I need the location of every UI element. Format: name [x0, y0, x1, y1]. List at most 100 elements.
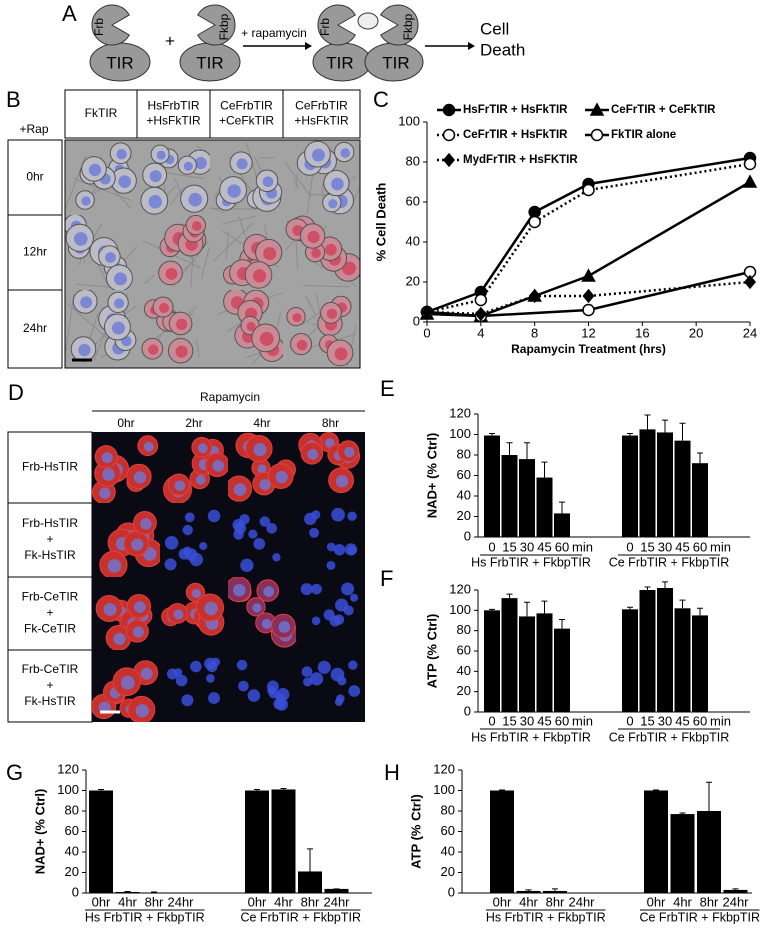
nucleus [191, 221, 202, 231]
nucleus [113, 272, 127, 286]
error-bar [662, 419, 668, 433]
micrograph [228, 432, 296, 503]
arrow-head [468, 42, 475, 50]
nucleus [236, 158, 248, 170]
nucleus [259, 331, 274, 346]
error-bar [644, 586, 651, 590]
row-label: Frb-HsTIR [22, 516, 78, 530]
bar [519, 459, 535, 537]
arrow-label: + rapamycin [241, 26, 307, 40]
micrograph-content [160, 432, 228, 503]
nucleus [344, 446, 355, 458]
nucleus [253, 443, 267, 457]
nucleus [105, 252, 116, 263]
texture [222, 215, 256, 225]
nucleus [307, 230, 320, 244]
y-tick-label: 80 [457, 622, 471, 637]
y-axis-label: NAD+ (% Ctrl) [32, 789, 47, 875]
nucleus [343, 605, 354, 616]
legend-marker [442, 103, 456, 117]
bar [484, 435, 500, 537]
y-tick-label: 60 [457, 642, 471, 657]
domain-label: TIR [382, 53, 409, 72]
nucleus [80, 296, 93, 309]
micrograph [160, 650, 228, 722]
error-bar [98, 788, 104, 791]
bar [674, 440, 691, 537]
nucleus [113, 632, 126, 646]
texture [210, 207, 257, 210]
micrograph-content [160, 577, 228, 650]
micrograph [65, 215, 137, 290]
bar [639, 429, 656, 537]
nucleus [347, 511, 357, 521]
micrograph [210, 290, 283, 368]
micrograph-content [228, 577, 296, 650]
y-tick-label: 80 [441, 802, 455, 817]
x-tick-label: 60 [555, 539, 569, 554]
bar [142, 892, 166, 893]
error-bar [525, 889, 532, 891]
error-bar [489, 608, 495, 611]
micrograph [228, 650, 296, 722]
row-cell [7, 289, 63, 369]
marker [743, 157, 757, 171]
nucleus [232, 519, 245, 531]
nucleus [111, 321, 125, 335]
y-tick-label: 20 [457, 508, 471, 523]
row-label: + [46, 532, 53, 546]
error-bar [706, 781, 712, 811]
nucleus [253, 537, 266, 550]
nucleus [143, 441, 154, 452]
x-tick-label: 0 [626, 713, 633, 728]
column-header: 8hr [322, 416, 339, 430]
nucleus [99, 487, 111, 499]
nucleus [342, 261, 356, 276]
column-header: 4hr [253, 416, 270, 430]
micrograph-content [210, 290, 283, 368]
y-axis-label: ATP (% Ctrl) [424, 614, 439, 689]
frb-domain [91, 4, 130, 46]
micrograph [283, 215, 360, 290]
texture [321, 182, 324, 197]
error-bar [662, 581, 668, 588]
micrograph [283, 290, 360, 368]
nucleus [204, 601, 218, 616]
marker [744, 274, 756, 290]
bar [490, 790, 514, 893]
bar [536, 613, 553, 712]
y-tick-label: 40 [457, 487, 471, 502]
marker [582, 183, 595, 197]
group-label: Hs FrbTIR + FkbpTIR [85, 910, 205, 924]
nucleus [246, 321, 256, 332]
error-bar [697, 607, 703, 616]
nucleus [164, 558, 177, 571]
header-cell [282, 89, 361, 139]
nucleus [278, 621, 291, 633]
nucleus [189, 552, 204, 567]
nucleus [240, 558, 254, 572]
nucleus [326, 308, 338, 320]
x-tick-label: 0 [488, 713, 495, 728]
texture [303, 285, 350, 288]
y-tick-label: 120 [449, 581, 471, 596]
error-bar [151, 891, 157, 893]
error-bar [552, 888, 558, 891]
nucleus [184, 512, 195, 523]
nucleus [331, 507, 345, 522]
nucleus [175, 345, 188, 358]
texture [73, 178, 132, 202]
nucleus [300, 583, 313, 596]
row-label: Fk-HsTIR [24, 548, 76, 562]
nucleus [310, 672, 324, 686]
nucleus [88, 163, 102, 177]
texture [182, 264, 190, 271]
bar [674, 608, 691, 712]
nucleus [174, 480, 186, 492]
row-label: Fk-HsTIR [24, 694, 76, 708]
row-label: Frb-CeTIR [22, 662, 79, 676]
row-label: 12hr [23, 245, 47, 259]
micrograph [283, 140, 360, 215]
nucleus [248, 529, 258, 539]
column-header: +HsFkTIR [146, 114, 201, 128]
